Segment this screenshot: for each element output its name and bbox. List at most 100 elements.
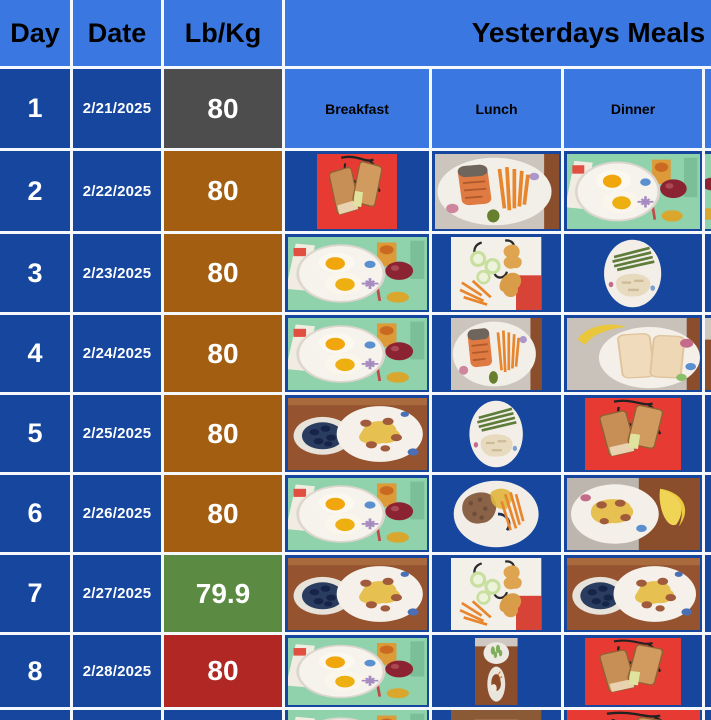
column-header-weight-label: Lb/Kg xyxy=(184,17,262,48)
meal-photo-cell-next-lunch[interactable] xyxy=(432,710,561,720)
meal-column-header-cutoff[interactable] xyxy=(705,69,711,148)
column-header-day[interactable]: Day xyxy=(0,0,70,66)
meal-photo-cell-cutoff[interactable] xyxy=(705,635,711,707)
day-cell-row4[interactable]: 4 xyxy=(0,315,70,392)
weight-cell-row7[interactable]: 79.9 xyxy=(164,555,282,632)
weight-cell-next-row[interactable] xyxy=(164,710,282,720)
date-cell-row8[interactable]: 2/28/2025 xyxy=(73,635,161,707)
day-cell-row2[interactable]: 2 xyxy=(0,151,70,231)
meal-photo-cell-lunch[interactable] xyxy=(432,315,561,392)
weight-cell-row1[interactable]: 80 xyxy=(164,69,282,148)
meal-column-label: Lunch xyxy=(475,100,518,117)
meal-photo-cell-lunch[interactable] xyxy=(432,151,561,231)
meals-section-header[interactable]: Yesterdays Meals xyxy=(285,0,711,66)
meal-photo-cell-next-breakfast[interactable] xyxy=(285,710,429,720)
weight-cell-row3[interactable]: 80 xyxy=(164,234,282,312)
food-photo-grilled-cheese-sandwich xyxy=(584,637,682,705)
meal-photo-cell-next-dinner[interactable] xyxy=(564,710,702,720)
meal-photo-cell-dinner[interactable] xyxy=(564,395,702,472)
weight-value: 79.9 xyxy=(195,577,251,609)
food-photo-ground-meat-with-carrots xyxy=(451,477,542,550)
meal-photo-cell-dinner[interactable] xyxy=(564,475,702,552)
meal-photo-cell-dinner[interactable] xyxy=(564,555,702,632)
day-cell-row7[interactable]: 7 xyxy=(0,555,70,632)
day-value: 7 xyxy=(27,578,43,608)
food-photo-fried-eggs-with-apple xyxy=(287,710,427,720)
meal-photo-cell-dinner[interactable] xyxy=(564,151,702,231)
meal-photo-cell-breakfast[interactable] xyxy=(285,151,429,231)
weight-cell-row4[interactable]: 80 xyxy=(164,315,282,392)
meal-photo-cell-breakfast[interactable] xyxy=(285,635,429,707)
meal-photo-cell-lunch[interactable] xyxy=(432,475,561,552)
day-cell-row6[interactable]: 6 xyxy=(0,475,70,552)
meal-photo-cell-cutoff[interactable] xyxy=(705,555,711,632)
meal-photo-cell-dinner[interactable] xyxy=(564,234,702,312)
food-photo-chicken-nuggets-cucumber-carrots xyxy=(451,557,542,630)
meal-photo-cell-breakfast[interactable] xyxy=(285,395,429,472)
meal-photo-cell-breakfast[interactable] xyxy=(285,555,429,632)
day-value: 3 xyxy=(27,257,43,288)
column-header-date[interactable]: Date xyxy=(73,0,161,66)
meal-photo-cell-lunch[interactable] xyxy=(432,234,561,312)
meal-photo-cell-lunch[interactable] xyxy=(432,395,561,472)
day-value: 5 xyxy=(27,418,43,448)
meal-photo-cell-cutoff[interactable] xyxy=(705,234,711,312)
day-value: 1 xyxy=(27,93,43,123)
day-cell-row8[interactable]: 8 xyxy=(0,635,70,707)
meal-photo-cell-breakfast[interactable] xyxy=(285,234,429,312)
weight-value: 80 xyxy=(207,257,239,288)
weight-cell-row8[interactable]: 80 xyxy=(164,635,282,707)
meal-photo-cell-next-cutoff[interactable] xyxy=(705,710,711,720)
meal-photo-cell-breakfast[interactable] xyxy=(285,315,429,392)
day-cell-row5[interactable]: 5 xyxy=(0,395,70,472)
day-cell-next-row[interactable] xyxy=(0,710,70,720)
date-cell-row7[interactable]: 2/27/2025 xyxy=(73,555,161,632)
meal-photo-cell-dinner[interactable] xyxy=(564,635,702,707)
weight-value: 80 xyxy=(207,417,239,449)
date-cell-row2[interactable]: 2/22/2025 xyxy=(73,151,161,231)
food-photo-fried-eggs-with-apple xyxy=(287,236,427,310)
date-cell-row3[interactable]: 2/23/2025 xyxy=(73,234,161,312)
food-photo-grilled-cheese-sandwich xyxy=(584,397,682,470)
weight-value: 80 xyxy=(207,497,239,529)
meal-photo-cell-breakfast[interactable] xyxy=(285,475,429,552)
food-photo-fried-eggs-with-apple xyxy=(287,637,427,705)
food-photo-salmon-with-carrots xyxy=(451,317,542,390)
date-value: 2/22/2025 xyxy=(82,182,152,200)
meal-photo-cell-cutoff[interactable] xyxy=(705,395,711,472)
column-header-date-label: Date xyxy=(87,17,147,48)
date-cell-row1[interactable]: 2/21/2025 xyxy=(73,69,161,148)
weight-cell-row2[interactable]: 80 xyxy=(164,151,282,231)
food-photo-blueberries-with-eggs-and-sausage xyxy=(287,397,427,470)
meal-photo-cell-cutoff[interactable] xyxy=(705,475,711,552)
column-header-weight[interactable]: Lb/Kg xyxy=(164,0,282,66)
date-value: 2/25/2025 xyxy=(82,425,152,442)
date-cell-row5[interactable]: 2/25/2025 xyxy=(73,395,161,472)
meal-photo-cell-cutoff[interactable] xyxy=(705,151,711,231)
meal-photo-cell-lunch[interactable] xyxy=(432,635,561,707)
day-value: 8 xyxy=(27,655,43,686)
date-cell-next-row[interactable] xyxy=(73,710,161,720)
date-cell-row6[interactable]: 2/26/2025 xyxy=(73,475,161,552)
day-cell-row1[interactable]: 1 xyxy=(0,69,70,148)
weight-cell-row5[interactable]: 80 xyxy=(164,395,282,472)
weight-value: 80 xyxy=(207,655,239,686)
meal-photo-cell-dinner[interactable] xyxy=(564,315,702,392)
meal-column-label: Dinner xyxy=(610,100,656,117)
column-header-day-label: Day xyxy=(10,17,60,48)
meal-photo-cell-lunch[interactable] xyxy=(432,555,561,632)
meal-column-header-dinner[interactable]: Dinner xyxy=(564,69,702,148)
date-value: 2/26/2025 xyxy=(82,505,152,522)
day-cell-row3[interactable]: 3 xyxy=(0,234,70,312)
date-cell-row4[interactable]: 2/24/2025 xyxy=(73,315,161,392)
weight-cell-row6[interactable]: 80 xyxy=(164,475,282,552)
weight-value: 80 xyxy=(207,92,239,124)
date-value: 2/21/2025 xyxy=(82,100,152,117)
meal-photo-cell-cutoff[interactable] xyxy=(705,315,711,392)
food-photo-toast-with-banana xyxy=(566,317,700,390)
day-value: 6 xyxy=(27,498,43,528)
meal-column-header-breakfast[interactable]: Breakfast xyxy=(285,69,429,148)
meal-column-header-lunch[interactable]: Lunch xyxy=(432,69,561,148)
food-photo-green-placemat-photo xyxy=(705,153,711,229)
